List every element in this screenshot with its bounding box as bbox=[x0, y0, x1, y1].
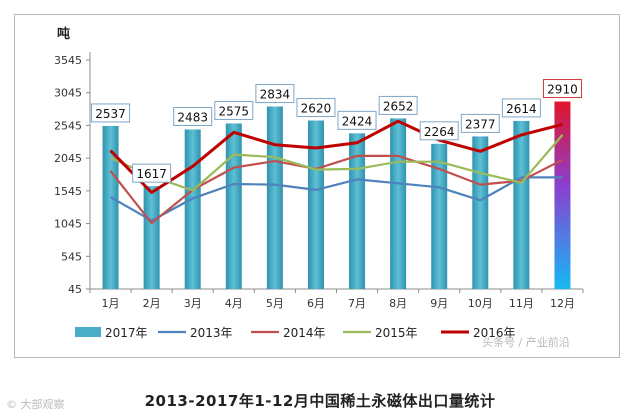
data-label: 2614 bbox=[506, 102, 537, 116]
chart-svg: 吨 45 545 1045 1545 2045 2545 3045 3545 1月 2月 3月 4月 5月… bbox=[54, 26, 584, 340]
data-label-box bbox=[419, 121, 459, 141]
x-tick-label: 2月 bbox=[143, 297, 161, 310]
bar-2017 bbox=[266, 106, 283, 289]
data-label-box bbox=[542, 79, 582, 99]
series-line bbox=[109, 154, 563, 225]
bar-2017 bbox=[102, 125, 119, 290]
x-tick-label: 8月 bbox=[389, 297, 407, 310]
data-label-box bbox=[337, 110, 377, 130]
x-tick-label: 1月 bbox=[102, 297, 120, 310]
bar-2017 bbox=[307, 120, 324, 290]
data-label-box bbox=[173, 106, 213, 126]
data-label-box bbox=[91, 103, 131, 123]
x-tick-label: 4月 bbox=[225, 297, 243, 310]
y-axis-unit: 吨 bbox=[57, 26, 70, 42]
x-tick-label: 6月 bbox=[307, 297, 325, 310]
bar-2017 bbox=[390, 118, 407, 290]
data-label: 2483 bbox=[177, 110, 208, 124]
legend-label: 2013年 bbox=[190, 326, 233, 340]
data-label: 2834 bbox=[260, 88, 291, 102]
x-tick-label: 12月 bbox=[550, 297, 575, 310]
data-label-box bbox=[214, 100, 254, 120]
data-label: 2377 bbox=[465, 117, 496, 131]
data-label: 2537 bbox=[95, 107, 126, 121]
data-label-box bbox=[501, 98, 541, 118]
bar-2017 bbox=[472, 136, 489, 289]
series-line bbox=[109, 176, 563, 222]
watermark-text: 头条号 / 产业前沿 bbox=[482, 336, 570, 349]
legend-swatch bbox=[75, 327, 101, 337]
data-label: 2910 bbox=[547, 83, 578, 97]
x-tick-label: 3月 bbox=[184, 297, 202, 310]
y-tick-label: 2545 bbox=[54, 119, 82, 132]
source-logo: © 大部观察 bbox=[6, 398, 65, 411]
legend-label: 2014年 bbox=[283, 326, 326, 340]
bar-2017 bbox=[513, 120, 530, 289]
series-line bbox=[110, 134, 564, 192]
x-tick-label: 11月 bbox=[509, 297, 534, 310]
y-tick-label: 3545 bbox=[54, 54, 82, 67]
y-tick-label: 2045 bbox=[54, 152, 82, 165]
chart-frame: 吨 45 545 1045 1545 2045 2545 3045 3545 1月 2月 3月 4月 5月… bbox=[14, 14, 620, 358]
bar-2017 bbox=[143, 186, 160, 289]
data-label: 2424 bbox=[342, 114, 373, 128]
bar-2017 bbox=[225, 123, 242, 289]
data-label: 2264 bbox=[424, 125, 455, 139]
data-label: 2652 bbox=[383, 99, 414, 113]
data-label: 1617 bbox=[136, 167, 167, 181]
chart-caption: 2013-2017年1-12月中国稀土永磁体出口量统计 bbox=[144, 392, 496, 410]
data-label-box bbox=[296, 98, 336, 118]
data-label-box bbox=[460, 113, 500, 133]
bar-2017 bbox=[349, 133, 366, 289]
bar-2017 bbox=[184, 129, 201, 289]
legend-label: 2016年 bbox=[473, 326, 516, 340]
x-tick-label: 7月 bbox=[348, 297, 366, 310]
y-tick-label: 545 bbox=[61, 250, 82, 263]
y-tick-label: 1545 bbox=[54, 185, 82, 198]
series-line bbox=[109, 119, 563, 194]
data-label-box bbox=[255, 84, 295, 104]
legend-label: 2015年 bbox=[375, 326, 418, 340]
bar-2017 bbox=[431, 143, 448, 289]
y-tick-label: 3045 bbox=[54, 87, 82, 100]
legend-label: 2017年 bbox=[105, 326, 148, 340]
data-label-box bbox=[132, 163, 172, 183]
data-label-box bbox=[378, 95, 418, 115]
data-label: 2575 bbox=[219, 104, 250, 118]
y-tick-label: 45 bbox=[68, 283, 82, 296]
bar-2017 bbox=[554, 101, 571, 289]
data-label: 2620 bbox=[301, 102, 332, 116]
y-tick-label: 1045 bbox=[54, 218, 82, 231]
x-tick-label: 5月 bbox=[266, 297, 284, 310]
x-tick-label: 10月 bbox=[468, 297, 493, 310]
x-tick-label: 9月 bbox=[430, 297, 448, 310]
